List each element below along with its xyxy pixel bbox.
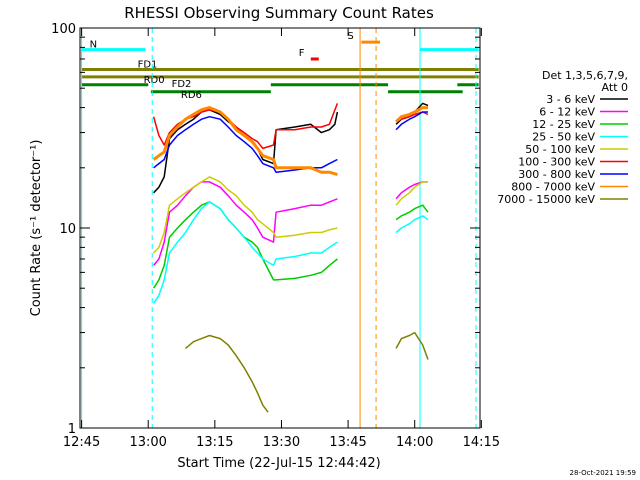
x-axis-label: Start Time (22-Jul-15 12:44:42)	[177, 456, 380, 471]
legend-entry-label: 25 - 50 keV	[532, 131, 595, 144]
series-line-1	[153, 181, 338, 266]
x-tick-label: 12:45	[63, 435, 100, 450]
x-tick-label: 13:00	[129, 435, 166, 450]
y-tick-label: 10	[59, 222, 76, 237]
legend-entry-label: 300 - 800 keV	[518, 168, 595, 181]
legend-entry-label: 800 - 7000 keV	[511, 181, 595, 194]
series-group	[152, 102, 429, 413]
series-line-5	[152, 103, 339, 150]
flag-label-n: N	[90, 40, 97, 51]
flag-label-fd2: FD2	[172, 79, 192, 90]
x-axis: 12:45 13:00 13:15 13:30 13:45 14:00 14:15	[63, 28, 500, 450]
legend-entry-label: 3 - 6 keV	[546, 93, 595, 106]
legend-header-attenuator: Att 0	[602, 81, 628, 94]
x-tick-label: 13:15	[196, 435, 233, 450]
series-line-7	[152, 106, 338, 177]
x-tick-label: 13:45	[329, 435, 366, 450]
x-tick-label: 14:00	[396, 435, 433, 450]
series-line-8	[395, 331, 429, 360]
x-tick-label: 13:30	[263, 435, 300, 450]
y-axis: 1 10 100	[51, 22, 480, 437]
timestamp: 28-Oct-2021 19:59	[570, 469, 636, 477]
series-line-3	[395, 215, 429, 234]
series-line-6	[395, 111, 428, 131]
flag-label-f: F	[299, 48, 305, 59]
series-line-2	[395, 204, 429, 221]
legend-entry-label: 7000 - 15000 keV	[497, 193, 595, 206]
legend-entry-label: 100 - 300 keV	[518, 156, 595, 169]
series-line-4	[395, 181, 428, 206]
flag-lines: N FD1 FD2 RD0 RD6 F S	[81, 31, 479, 101]
y-tick-label: 1	[68, 422, 76, 437]
y-tick-label: 100	[51, 22, 76, 37]
series-line-8	[185, 334, 269, 413]
flag-label-s: S	[347, 31, 353, 42]
flag-label-rd0: RD0	[144, 75, 165, 86]
y-axis-label: Count Rate (s⁻¹ detector⁻¹)	[29, 140, 44, 317]
legend-header-detectors: Det 1,3,5,6,7,9,	[542, 69, 628, 82]
flag-label-fd1: FD1	[138, 60, 158, 71]
series-line-4	[153, 176, 338, 254]
legend-entry-label: 50 - 100 keV	[525, 143, 595, 156]
flag-label-rd6: RD6	[181, 90, 202, 101]
legend-entry-label: 6 - 12 keV	[539, 106, 595, 119]
legend-entry-label: 12 - 25 keV	[532, 118, 595, 131]
chart-title: RHESSI Observing Summary Count Rates	[124, 4, 434, 22]
series-line-3	[152, 201, 338, 304]
series-line-7	[395, 106, 428, 123]
x-tick-label: 14:15	[463, 435, 500, 450]
